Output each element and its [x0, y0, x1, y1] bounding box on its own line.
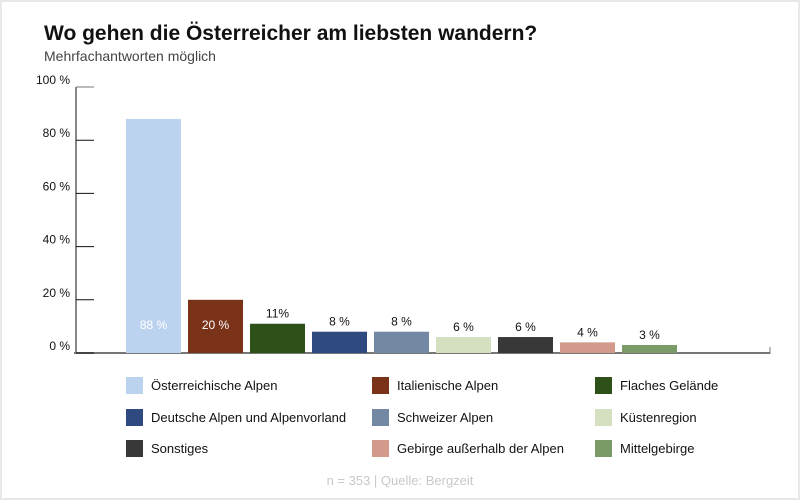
legend-swatch	[126, 377, 143, 394]
legend-item: Italienische Alpen	[372, 377, 498, 394]
data-label: 8 %	[329, 315, 350, 329]
legend-label: Deutsche Alpen und Alpenvorland	[151, 410, 347, 425]
data-label: 20 %	[202, 318, 230, 332]
legend-swatch	[595, 409, 612, 426]
legend-item: Küstenregion	[595, 409, 697, 426]
legend-label: Österreichische Alpen	[151, 378, 278, 393]
chart-subtitle: Mehrfachantworten möglich	[44, 48, 216, 64]
y-tick-label: 40 %	[43, 233, 71, 247]
data-label: 4 %	[577, 325, 598, 339]
bar	[498, 337, 553, 353]
data-label: 11%	[266, 307, 289, 321]
y-tick-label: 0 %	[49, 339, 70, 353]
data-label: 6 %	[453, 320, 474, 334]
bar	[188, 299, 243, 353]
legend-item: Österreichische Alpen	[126, 377, 277, 394]
legend-label: Sonstiges	[151, 441, 209, 456]
legend-item: Flaches Gelände	[595, 377, 718, 394]
y-tick-label: 100 %	[36, 73, 70, 87]
y-tick-label: 20 %	[43, 286, 71, 300]
legend-swatch	[126, 409, 143, 426]
legend-label: Gebirge außerhalb der Alpen	[397, 441, 564, 456]
bar	[126, 118, 181, 353]
bar	[622, 345, 677, 353]
legend-item: Mittelgebirge	[595, 440, 694, 457]
legend-item: Gebirge außerhalb der Alpen	[372, 440, 564, 457]
chart-title: Wo gehen die Österreicher am liebsten wa…	[44, 22, 538, 45]
legend-item: Deutsche Alpen und Alpenvorland	[126, 409, 346, 426]
legend-label: Mittelgebirge	[620, 441, 695, 456]
y-tick-label: 60 %	[43, 179, 71, 193]
bar	[312, 331, 367, 353]
legend-swatch	[372, 440, 389, 457]
bar	[436, 337, 491, 353]
legend-swatch	[372, 409, 389, 426]
legend-item: Sonstiges	[126, 440, 208, 457]
data-label: 88 %	[140, 318, 168, 332]
legend-label: Flaches Gelände	[620, 378, 719, 393]
legend-label: Italienische Alpen	[397, 378, 499, 393]
legend-label: Schweizer Alpen	[397, 410, 494, 425]
legend-swatch	[595, 377, 612, 394]
source-note: n = 353 | Quelle: Bergzeit	[326, 473, 474, 488]
data-label: 3 %	[639, 328, 660, 342]
legend-label: Küstenregion	[620, 410, 697, 425]
legend-item: Schweizer Alpen	[372, 409, 493, 426]
legend-swatch	[126, 440, 143, 457]
y-tick-label: 80 %	[43, 126, 71, 140]
bar	[250, 323, 305, 353]
legend-swatch	[372, 377, 389, 394]
data-label: 6 %	[515, 320, 536, 334]
bar	[560, 342, 615, 353]
bar	[374, 331, 429, 353]
data-label: 8 %	[391, 315, 412, 329]
legend-swatch	[595, 440, 612, 457]
